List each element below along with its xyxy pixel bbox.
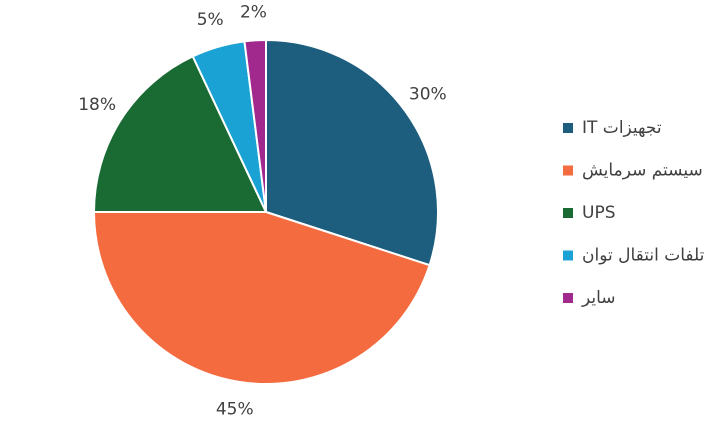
data-label: 45% bbox=[216, 400, 254, 420]
legend-swatch bbox=[563, 250, 573, 261]
legend-swatch bbox=[563, 208, 573, 218]
pie-slice bbox=[92, 211, 431, 386]
legend-label: UPS bbox=[582, 203, 616, 223]
data-label: 30% bbox=[409, 84, 447, 104]
data-label: 2% bbox=[240, 2, 267, 22]
data-label: 18% bbox=[78, 95, 116, 115]
legend-swatch bbox=[563, 293, 573, 303]
pie-slice bbox=[265, 38, 439, 267]
pie-slice bbox=[92, 55, 268, 213]
legend-swatch bbox=[563, 123, 573, 133]
legend-label: تلفات انتقال توان bbox=[582, 246, 705, 266]
legend-swatch bbox=[563, 165, 573, 176]
legend-label: تجهیزات IT bbox=[582, 118, 662, 138]
data-label: 5% bbox=[197, 10, 224, 30]
pie-slice bbox=[243, 38, 267, 213]
legend-label: سیستم سرمایش bbox=[582, 161, 703, 181]
legend-label: سایر bbox=[581, 288, 616, 308]
